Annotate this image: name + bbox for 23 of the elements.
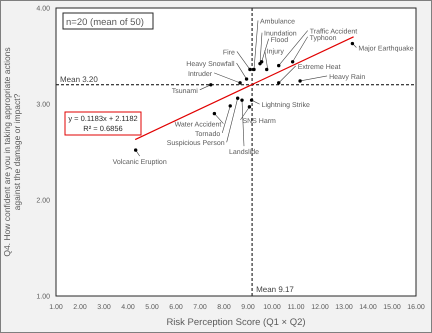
point <box>248 105 252 109</box>
point <box>298 79 302 83</box>
point <box>236 96 240 100</box>
point <box>238 81 242 85</box>
x-axis-title: Risk Perception Score (Q1 × Q2) <box>166 317 306 328</box>
point <box>209 83 212 86</box>
point <box>250 98 254 102</box>
point <box>252 68 256 72</box>
point <box>134 148 138 152</box>
point <box>248 68 252 72</box>
point <box>350 42 354 46</box>
point <box>228 104 232 108</box>
ref-line-label: Mean 9.17 <box>256 285 294 294</box>
annotation: n=20 (mean of 50) <box>66 17 144 28</box>
point <box>277 81 280 85</box>
point <box>240 98 244 102</box>
ref-line-label: Mean 3.20 <box>60 74 98 84</box>
point <box>277 64 280 68</box>
point <box>212 112 216 116</box>
point <box>290 60 294 64</box>
y-axis-title: Q4. How confident are you in taking appropriate actions against the damage or impact? <box>2 47 22 257</box>
point <box>244 77 248 81</box>
point <box>265 68 268 72</box>
